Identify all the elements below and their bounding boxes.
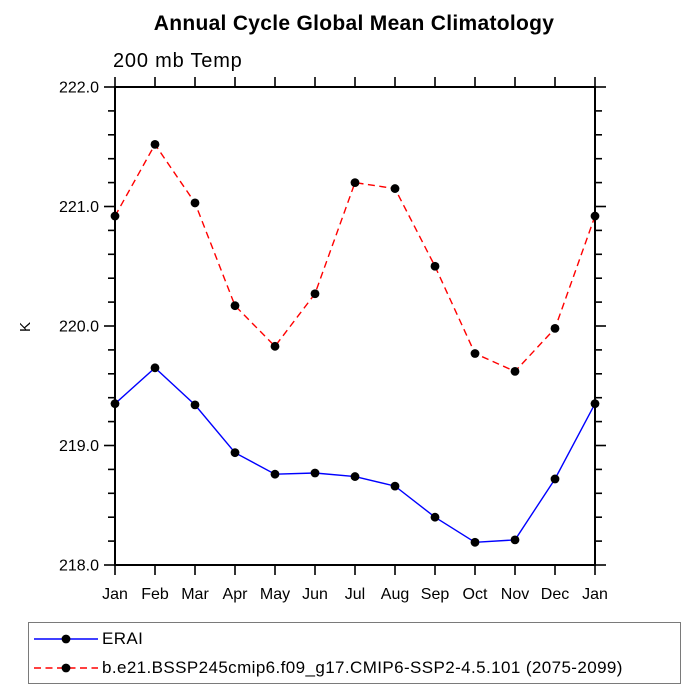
legend-box: ERAI b.e21.BSSP245cmip6.f09_g17.CMIP6-SS… [28,622,681,684]
legend-item-model: b.e21.BSSP245cmip6.f09_g17.CMIP6-SSP2-4.… [32,653,680,682]
legend-label-model: b.e21.BSSP245cmip6.f09_g17.CMIP6-SSP2-4.… [102,657,623,677]
data-point [510,535,520,545]
series-line [114,366,596,544]
x-tick-label: Jun [302,586,328,603]
plot-frame [114,86,596,566]
x-tick-label: Aug [381,586,409,603]
x-tick-label: May [260,586,290,603]
data-point [350,178,360,188]
data-point [550,474,560,484]
data-point [430,512,440,522]
series-model [110,139,600,376]
data-point [390,481,400,491]
y-tick-label: 222.0 [59,80,99,97]
x-tick-label: Mar [181,586,209,603]
chart-title: Annual Cycle Global Mean Climatology [153,12,555,35]
x-tick-label: Sep [421,586,450,603]
data-point [350,472,360,481]
data-point [230,448,240,458]
data-point [150,139,160,149]
data-point [590,211,600,221]
y-tick-label: 219.0 [59,438,99,455]
data-point [110,399,120,409]
data-point [190,400,200,410]
y-tick-label: 218.0 [59,558,99,575]
x-tick-label: Apr [223,586,249,603]
data-point [310,468,320,478]
legend-item-erai: ERAI [32,624,680,653]
data-point [430,261,440,271]
data-point [390,184,400,193]
data-point [470,349,480,358]
data-point [150,363,160,373]
x-tick-label: Jan [102,586,128,603]
y-axis-ticks: 218.0 219.0 220.0 221.0 222.0 [59,80,606,575]
legend-line-sample-model [34,663,98,672]
x-tick-label: Jan [582,586,608,603]
y-tick-label: 220.0 [59,319,99,336]
data-point [270,469,280,479]
x-tick-label: Oct [463,586,488,603]
series-erai [110,363,600,547]
data-point [550,323,560,333]
data-point [510,367,520,376]
data-point [190,198,200,208]
x-tick-label: Dec [541,586,569,603]
data-point [110,211,120,221]
x-tick-label: Feb [141,586,169,603]
data-point [590,399,600,409]
chart-subtitle: 200 mb Temp [113,50,243,72]
legend-label-erai: ERAI [102,628,144,648]
x-tick-label: Jul [345,586,365,603]
x-axis-ticks: Jan Feb Mar Apr May Jun Jul Aug Sep Oct Nov Dec Jan [102,77,608,603]
legend-line-sample-erai [34,634,98,643]
y-tick-label: 221.0 [59,199,99,216]
y-axis-label: K [17,322,34,332]
data-point [310,289,320,299]
data-point [270,341,280,351]
data-point [470,537,480,547]
x-tick-label: Nov [501,586,529,603]
data-point [230,301,240,311]
